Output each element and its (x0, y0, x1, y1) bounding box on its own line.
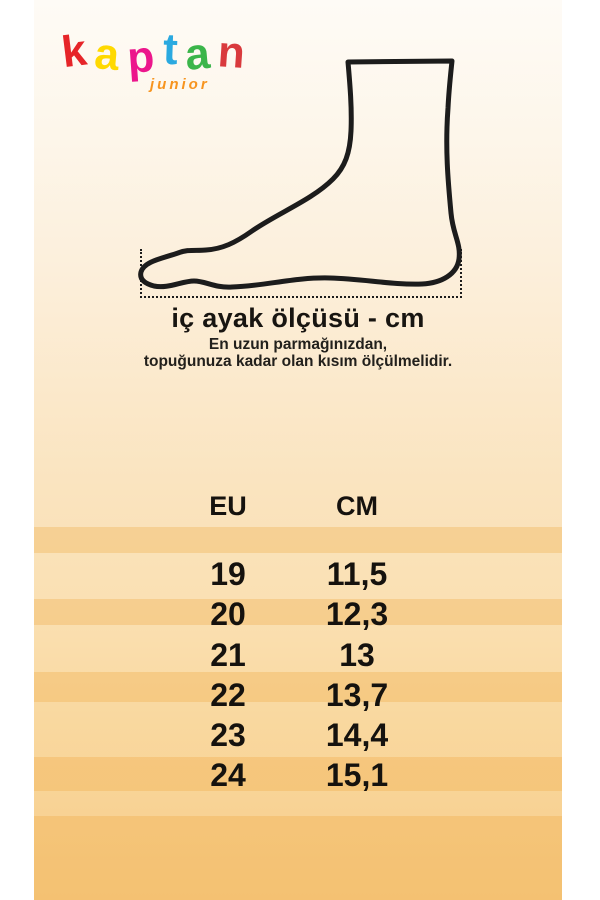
size-table-rows: 19 11,5 20 12,3 21 13 22 13,7 23 14,4 24… (34, 554, 562, 796)
table-row: 22 13,7 (34, 675, 562, 715)
table-row: 23 14,4 (34, 715, 562, 755)
measure-title: iç ayak ölçüsü - cm (171, 303, 425, 333)
bottom-band (34, 816, 562, 900)
measure-description: En uzun parmağınızdan, topuğunuza kadar … (34, 336, 562, 370)
cm-size-value: 15,1 (325, 757, 389, 794)
cm-size-value: 12,3 (325, 596, 389, 633)
foot-outline-path (138, 58, 462, 290)
brand-logo: k a p t a n junior (59, 25, 282, 100)
table-stripe (34, 599, 562, 625)
table-row: 24 15,1 (34, 755, 562, 795)
table-row: 19 11,5 (34, 554, 562, 594)
eu-size-value: 23 (210, 717, 246, 754)
measure-description-line2: topuğunuza kadar olan kısım ölçülmelidir… (143, 352, 453, 370)
logo-letter: k (59, 25, 88, 78)
logo-letter: a (92, 29, 120, 80)
eu-size-value: 22 (210, 676, 246, 713)
table-stripe (34, 672, 562, 702)
foot-outline-diagram (138, 58, 462, 290)
cm-size-value: 13 (339, 636, 375, 673)
table-row: 20 12,3 (34, 594, 562, 634)
table-row: 21 13 (34, 635, 562, 675)
column-header-cm: CM (336, 491, 378, 521)
eu-size-value: 21 (210, 636, 246, 673)
brand-sub-wordmark: junior (150, 76, 210, 93)
table-stripe (34, 527, 562, 553)
eu-size-value: 24 (210, 757, 246, 794)
cm-size-value: 11,5 (326, 556, 388, 592)
measurement-dotted-box (140, 249, 462, 298)
cm-size-value: 13,7 (325, 676, 389, 713)
measure-description-line1: En uzun parmağınızdan, (208, 336, 388, 353)
cm-size-value: 14,4 (325, 717, 389, 754)
gradient-art-area: k a p t a n junior iç ayak ölçüsü - cm E… (34, 0, 562, 900)
table-stripe (34, 757, 562, 791)
column-header-eu: EU (209, 491, 247, 521)
eu-size-value: 20 (210, 596, 246, 633)
eu-size-value: 19 (210, 556, 246, 592)
